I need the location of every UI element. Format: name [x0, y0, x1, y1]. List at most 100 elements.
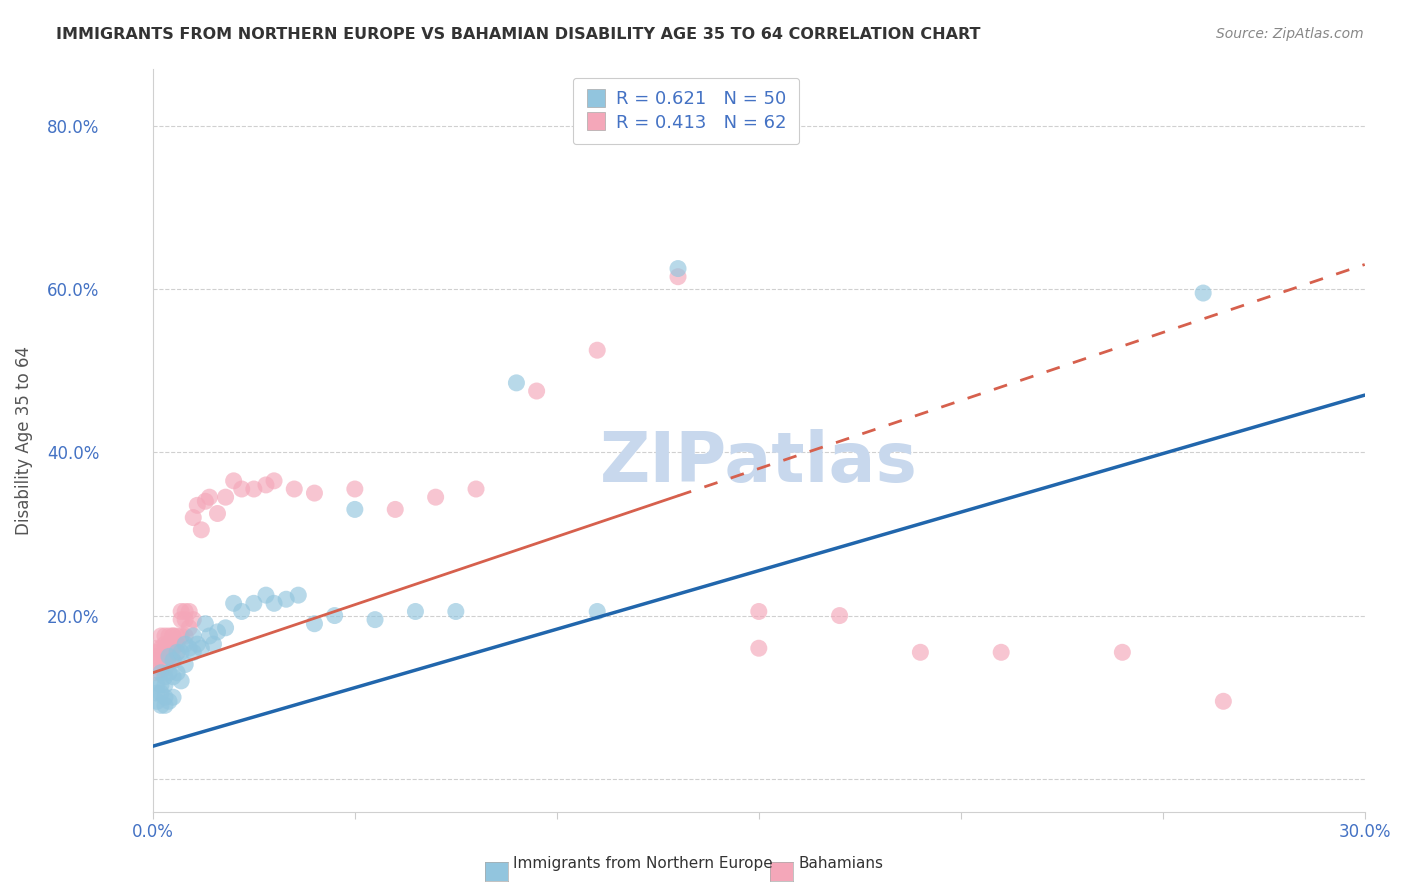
Point: [254, 588, 277, 602]
Point: [162, 653, 184, 667]
Point: [170, 613, 193, 627]
Point: [157, 629, 180, 643]
Point: [526, 384, 548, 398]
Point: [263, 596, 285, 610]
Point: [162, 653, 184, 667]
Point: [231, 482, 253, 496]
Text: Immigrants from Northern Europe: Immigrants from Northern Europe: [513, 856, 773, 871]
Point: [149, 653, 172, 667]
Point: [170, 629, 193, 643]
Point: [153, 629, 176, 643]
Point: [153, 641, 176, 656]
Point: [254, 478, 277, 492]
Point: [166, 629, 188, 643]
Point: [243, 596, 266, 610]
Point: [162, 670, 184, 684]
Point: [166, 645, 188, 659]
Text: Bahamians: Bahamians: [799, 856, 883, 871]
Point: [153, 653, 176, 667]
Point: [181, 613, 204, 627]
Point: [170, 605, 193, 619]
Point: [1111, 645, 1133, 659]
Point: [465, 482, 488, 496]
Point: [153, 670, 176, 684]
Point: [186, 637, 208, 651]
Point: [174, 629, 197, 643]
Point: [153, 690, 176, 705]
Point: [174, 657, 197, 672]
Point: [828, 608, 851, 623]
Point: [214, 621, 236, 635]
Point: [505, 376, 527, 390]
Point: [425, 490, 447, 504]
Point: [194, 616, 217, 631]
Point: [146, 653, 169, 667]
Point: [304, 616, 326, 631]
Point: [198, 490, 221, 504]
Point: [343, 502, 366, 516]
Point: [222, 474, 245, 488]
Point: [586, 605, 609, 619]
Point: [174, 605, 197, 619]
Text: ZIPatlas: ZIPatlas: [600, 429, 918, 496]
Point: [157, 649, 180, 664]
Point: [157, 637, 180, 651]
Point: [283, 482, 305, 496]
Point: [166, 645, 188, 659]
Point: [149, 678, 172, 692]
Point: [162, 629, 184, 643]
Point: [149, 665, 172, 680]
Point: [194, 494, 217, 508]
Point: [748, 605, 770, 619]
Point: [146, 665, 169, 680]
Point: [910, 645, 932, 659]
Point: [586, 343, 609, 358]
Point: [149, 629, 172, 643]
Point: [181, 510, 204, 524]
Point: [666, 269, 689, 284]
Point: [179, 621, 201, 635]
Text: IMMIGRANTS FROM NORTHERN EUROPE VS BAHAMIAN DISABILITY AGE 35 TO 64 CORRELATION : IMMIGRANTS FROM NORTHERN EUROPE VS BAHAM…: [56, 27, 981, 42]
Point: [243, 482, 266, 496]
Point: [162, 690, 184, 705]
Point: [207, 507, 229, 521]
Point: [190, 523, 212, 537]
Point: [179, 605, 201, 619]
Point: [1212, 694, 1234, 708]
Point: [198, 629, 221, 643]
Point: [170, 673, 193, 688]
Point: [166, 637, 188, 651]
Y-axis label: Disability Age 35 to 64: Disability Age 35 to 64: [15, 345, 32, 534]
Point: [263, 474, 285, 488]
Point: [202, 637, 225, 651]
Point: [384, 502, 406, 516]
Point: [170, 645, 193, 659]
Point: [149, 686, 172, 700]
Point: [304, 486, 326, 500]
Point: [181, 629, 204, 643]
Point: [157, 694, 180, 708]
Point: [181, 645, 204, 659]
Point: [157, 641, 180, 656]
Point: [149, 662, 172, 676]
Point: [153, 662, 176, 676]
Point: [146, 686, 169, 700]
Point: [157, 653, 180, 667]
Point: [343, 482, 366, 496]
Point: [323, 608, 346, 623]
Point: [179, 641, 201, 656]
Point: [153, 637, 176, 651]
Point: [444, 605, 467, 619]
Point: [222, 596, 245, 610]
Point: [153, 698, 176, 713]
Point: [166, 665, 188, 680]
Point: [146, 694, 169, 708]
Point: [276, 592, 298, 607]
Point: [174, 637, 197, 651]
Legend: R = 0.621   N = 50, R = 0.413   N = 62: R = 0.621 N = 50, R = 0.413 N = 62: [572, 78, 800, 145]
Point: [364, 613, 387, 627]
Point: [287, 588, 309, 602]
Point: [146, 641, 169, 656]
Point: [146, 645, 169, 659]
Point: [207, 624, 229, 639]
